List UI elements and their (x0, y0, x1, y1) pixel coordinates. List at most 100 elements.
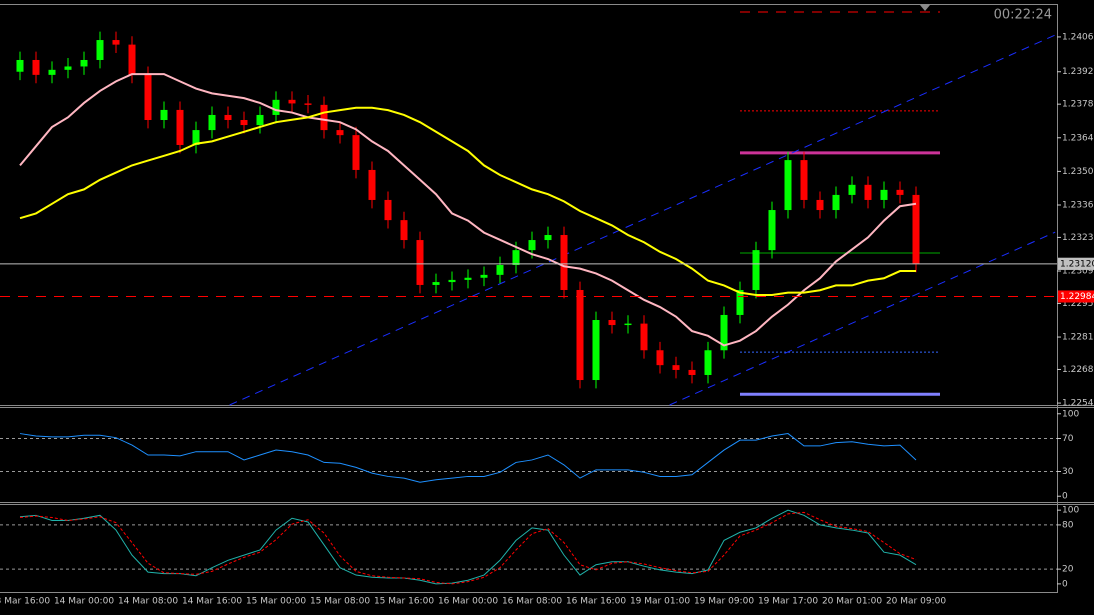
candle-body (32, 59, 40, 75)
x-tick-label: 14 Mar 08:00 (118, 597, 178, 607)
price-label-box (1058, 290, 1094, 303)
y-tick-label: 1.23230 (1062, 233, 1094, 243)
candle-body (368, 169, 376, 200)
candle-body (560, 235, 568, 290)
x-tick-label: 15 Mar 16:00 (374, 597, 434, 607)
channel-line (229, 34, 1056, 406)
candle-body (432, 282, 440, 285)
candle-body (496, 265, 504, 275)
price-label: 1.22984 (1060, 292, 1094, 302)
candle-body (464, 277, 472, 280)
y-tick-label: 1.23365 (1062, 201, 1094, 211)
moving-average (19, 106, 916, 297)
y-tick-label: 1.23505 (1062, 167, 1094, 177)
y-tick-label: 100 (1062, 409, 1079, 419)
x-tick-label: 14 Mar 00:00 (54, 597, 114, 607)
y-tick-label: 0 (1062, 579, 1068, 589)
candle-body (480, 274, 488, 278)
candle-body (880, 189, 888, 200)
x-tick-label: 19 Mar 09:00 (694, 597, 754, 607)
candle-body (768, 210, 776, 251)
candle-body (832, 194, 840, 211)
candle-body (80, 59, 88, 67)
y-tick-label: 1.23090 (1062, 267, 1094, 277)
y-tick-label: 70 (1062, 434, 1074, 444)
indicator-line (19, 509, 917, 585)
y-tick-label: 1.22680 (1062, 365, 1094, 375)
x-tick-label: 15 Mar 00:00 (246, 597, 306, 607)
y-tick-label: 1.23785 (1062, 100, 1094, 110)
moving-average (19, 73, 917, 347)
candle-body (800, 160, 808, 200)
x-tick-label: 13 Mar 16:00 (0, 597, 50, 607)
y-tick-label: 20 (1062, 565, 1074, 575)
candle-body (640, 323, 648, 351)
y-tick-label: 1.24065 (1062, 32, 1094, 42)
candle-body (704, 350, 712, 375)
candle-body (512, 250, 520, 266)
x-tick-label: 19 Mar 01:00 (630, 597, 690, 607)
candle-body (224, 114, 232, 121)
candle-body (336, 130, 344, 136)
candle-body (208, 114, 216, 131)
candle-body (176, 109, 184, 145)
x-tick-label: 15 Mar 08:00 (310, 597, 370, 607)
candle-body (288, 99, 296, 104)
candle-body (528, 240, 536, 251)
y-tick-label: 1.23920 (1062, 67, 1094, 77)
candle-body (896, 189, 904, 195)
x-tick-label: 16 Mar 08:00 (502, 597, 562, 607)
x-tick-label: 16 Mar 16:00 (566, 597, 626, 607)
y-tick-label: 100 (1062, 506, 1079, 516)
candle-body (816, 199, 824, 211)
candle-body (400, 220, 408, 241)
candle-body (624, 323, 632, 326)
candle-body (96, 40, 104, 60)
candle-body (864, 184, 872, 200)
candle-body (608, 320, 616, 326)
price-label-box (1058, 257, 1094, 270)
candle-body (384, 199, 392, 221)
candle-body (112, 40, 120, 45)
candle-body (144, 74, 152, 121)
candle-body (128, 44, 136, 75)
candle-body (720, 314, 728, 351)
y-tick-label: 1.22540 (1062, 399, 1094, 409)
shift-marker (920, 5, 930, 11)
candle-body (752, 250, 760, 290)
candle-body (544, 235, 552, 241)
y-tick-label: 1.22815 (1062, 333, 1094, 343)
candle-body (192, 130, 200, 145)
x-tick-label: 16 Mar 00:00 (438, 597, 498, 607)
candle-body (240, 120, 248, 126)
channel-line (669, 231, 1056, 406)
y-tick-label: 1.22955 (1062, 299, 1094, 309)
candle-body (576, 289, 584, 381)
indicator-line (19, 433, 917, 483)
y-tick-label: 0 (1062, 492, 1068, 502)
price-label: 1.23120 (1060, 259, 1094, 269)
candle-body (656, 350, 664, 366)
x-tick-label: 20 Mar 09:00 (886, 597, 946, 607)
candle-body (16, 59, 24, 72)
candle-body (352, 135, 360, 170)
x-tick-label: 14 Mar 16:00 (182, 597, 242, 607)
candle-body (64, 66, 72, 70)
candle-body (736, 289, 744, 315)
candle-body (688, 369, 696, 375)
candle-body (592, 320, 600, 381)
candle-body (448, 279, 456, 283)
candle-body (320, 104, 328, 131)
candle-body (304, 103, 312, 105)
y-tick-label: 80 (1062, 520, 1074, 530)
y-tick-label: 30 (1062, 467, 1074, 477)
x-tick-label: 20 Mar 01:00 (822, 597, 882, 607)
candle-body (672, 365, 680, 370)
candle-body (160, 109, 168, 121)
candle-body (416, 240, 424, 285)
candle-body (784, 160, 792, 211)
y-tick-label: 1.23645 (1062, 133, 1094, 143)
